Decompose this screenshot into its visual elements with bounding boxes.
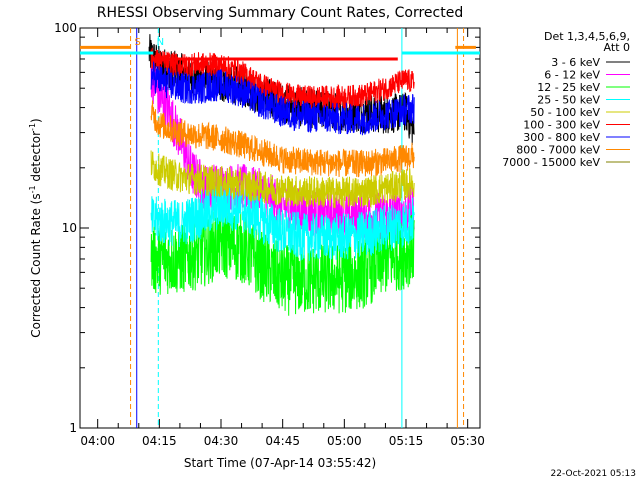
legend-entry-label: 800 - 7000 keV [516, 144, 600, 157]
legend-entry-label: 100 - 300 keV [523, 119, 600, 132]
series-line [150, 47, 415, 110]
plot-area: 1 10 100 04:00 04:15 04:30 04:45 05:00 05:15 05:3… [54, 21, 485, 448]
legend-header: Det 1,3,4,5,6,9, [544, 30, 630, 43]
mode-marker-label: S [135, 37, 141, 48]
mode-marker-label: N [157, 37, 164, 48]
y-tick-label: 100 [54, 21, 77, 35]
x-axis-label: Start Time (07-Apr-14 03:55:42) [184, 456, 376, 470]
x-tick-label: 04:30 [204, 434, 239, 448]
y-tick-label: 10 [62, 221, 77, 235]
series-line [150, 150, 415, 209]
legend-entry-label: 12 - 25 keV [537, 81, 600, 94]
series-line [150, 61, 415, 136]
x-tick-label: 05:00 [327, 434, 362, 448]
legend-entry-label: 25 - 50 keV [537, 94, 600, 107]
legend-entry-label: 300 - 800 keV [523, 131, 600, 144]
chart-title: RHESSI Observing Summary Count Rates, Co… [97, 5, 463, 21]
y-tick-label: 1 [69, 421, 77, 435]
legend-entry-label: 3 - 6 keV [551, 56, 600, 69]
legend-entry-label: 50 - 100 keV [530, 106, 600, 119]
x-tick-label: 05:30 [450, 434, 485, 448]
x-tick-label: 04:00 [80, 434, 115, 448]
legend-header: Att 0 [604, 41, 630, 54]
series-line [150, 100, 415, 178]
series-line [150, 183, 415, 261]
series-line [150, 207, 415, 316]
generation-timestamp: 22-Oct-2021 05:13 [551, 469, 636, 479]
legend-entry-label: 7000 - 15000 keV [502, 156, 600, 169]
y-axis-label: Corrected Count Rate (s-1 detector-1) [28, 118, 43, 337]
legend-entry-label: 6 - 12 keV [544, 69, 600, 82]
x-tick-label: 05:15 [389, 434, 424, 448]
x-tick-label: 04:15 [142, 434, 177, 448]
x-tick-label: 04:45 [265, 434, 300, 448]
